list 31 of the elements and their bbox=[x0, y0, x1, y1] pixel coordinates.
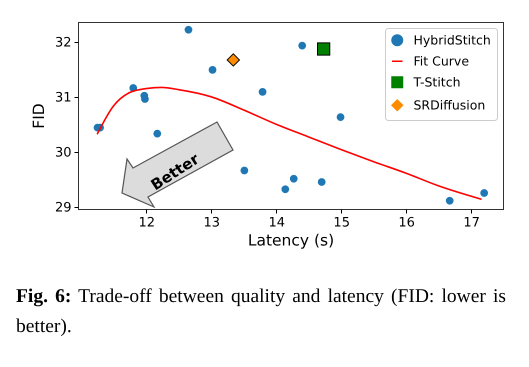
legend-label: HybridStitch bbox=[414, 32, 491, 48]
point bbox=[298, 42, 306, 50]
x-tick-label: 14 bbox=[268, 216, 285, 230]
x-tick-label: 15 bbox=[333, 216, 350, 230]
point bbox=[317, 42, 330, 56]
legend-label: SRDiffusion bbox=[414, 97, 486, 112]
point bbox=[318, 178, 326, 186]
point bbox=[258, 88, 266, 96]
y-axis-title: FID bbox=[30, 103, 48, 129]
x-tick-label: 17 bbox=[463, 216, 480, 230]
point bbox=[240, 166, 248, 174]
point bbox=[184, 26, 192, 34]
y-tick-label: 29 bbox=[54, 200, 72, 216]
point bbox=[153, 130, 162, 138]
point bbox=[480, 189, 488, 197]
x-axis-title: Latency (s) bbox=[248, 232, 334, 250]
point bbox=[226, 53, 240, 67]
point bbox=[446, 196, 454, 205]
y-tick-label: 30 bbox=[54, 145, 72, 160]
point bbox=[336, 113, 344, 122]
x-tick-label: 16 bbox=[398, 216, 415, 230]
x-tick-label: 12 bbox=[138, 216, 156, 230]
point bbox=[208, 66, 216, 74]
x-tick-label: 13 bbox=[203, 216, 220, 230]
point bbox=[290, 174, 298, 183]
legend-label: Fit Curve bbox=[414, 53, 470, 68]
legend-label: T-Stitch bbox=[412, 74, 461, 90]
y-tick-label: 32 bbox=[54, 35, 72, 50]
caption: Fig. 6: Trade-off between quality and latency (FID: lower is better). bbox=[16, 285, 506, 339]
point bbox=[281, 185, 290, 194]
y-tick-label: 31 bbox=[54, 90, 72, 106]
